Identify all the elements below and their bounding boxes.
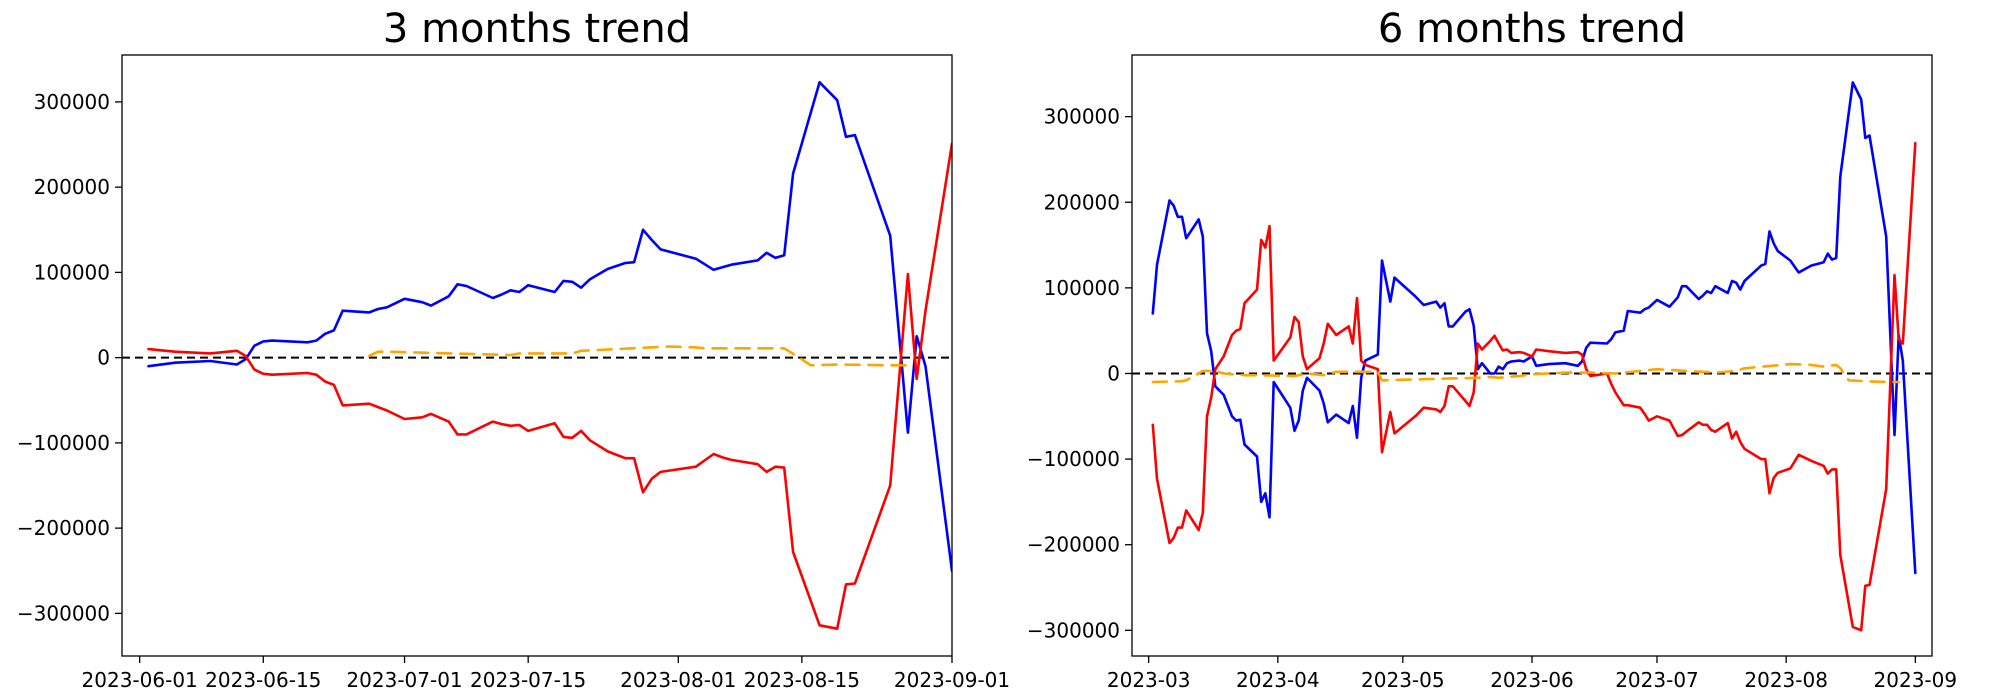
series-line-2	[1151, 141, 1917, 632]
y-tick-label: 200000	[34, 175, 110, 199]
x-tick-label: 2023-06	[1490, 668, 1574, 692]
x-tick-label: 2023-03	[1107, 668, 1191, 692]
x-tick-label: 2023-07-01	[346, 668, 462, 692]
x-tick-label: 2023-09	[1874, 668, 1958, 692]
plot-area	[122, 81, 952, 631]
series-line-3	[1151, 362, 1900, 384]
y-tick-label: 200000	[1044, 190, 1120, 214]
y-tick-label: −100000	[17, 431, 110, 455]
y-tick-label: 300000	[1044, 105, 1120, 129]
x-tick-label: 2023-08-15	[744, 668, 860, 692]
x-tick-label: 2023-04	[1236, 668, 1320, 692]
y-tick-label: 100000	[1044, 276, 1120, 300]
y-tick-label: −300000	[1027, 618, 1120, 642]
x-tick-label: 2023-06-01	[82, 668, 198, 692]
y-tick-label: 0	[1107, 361, 1120, 385]
series-line-2	[147, 142, 952, 631]
x-tick-label: 2023-08	[1744, 668, 1828, 692]
x-tick-label: 2023-08-01	[620, 668, 736, 692]
series-line-1	[147, 81, 952, 573]
x-tick-label: 2023-09-01	[894, 668, 1010, 692]
x-tick-label: 2023-06-15	[205, 668, 321, 692]
series-line-1	[1151, 81, 1917, 575]
y-tick-label: −200000	[17, 516, 110, 540]
chart-6-months: 6 months trend −300000 −200000 −100000 0 1000…	[1027, 6, 1957, 692]
x-tick-label: 2023-07-15	[470, 668, 586, 692]
chart-3-months: 3 months trend −300000 −200000 −100000 0 1000…	[17, 6, 1010, 692]
chart-title: 3 months trend	[383, 6, 691, 52]
y-tick-label: −200000	[1027, 533, 1120, 557]
y-tick-label: −100000	[1027, 447, 1120, 471]
x-tick-label: 2023-07	[1615, 668, 1699, 692]
y-tick-label: 100000	[34, 260, 110, 284]
plot-area	[1132, 81, 1932, 632]
series-line-3	[367, 345, 910, 367]
y-tick-label: 300000	[34, 90, 110, 114]
x-tick-label: 2023-05	[1361, 668, 1445, 692]
y-tick-label: 0	[97, 346, 110, 370]
y-tick-label: −300000	[17, 601, 110, 625]
axes-frame	[121, 54, 953, 657]
chart-title: 6 months trend	[1378, 6, 1686, 52]
